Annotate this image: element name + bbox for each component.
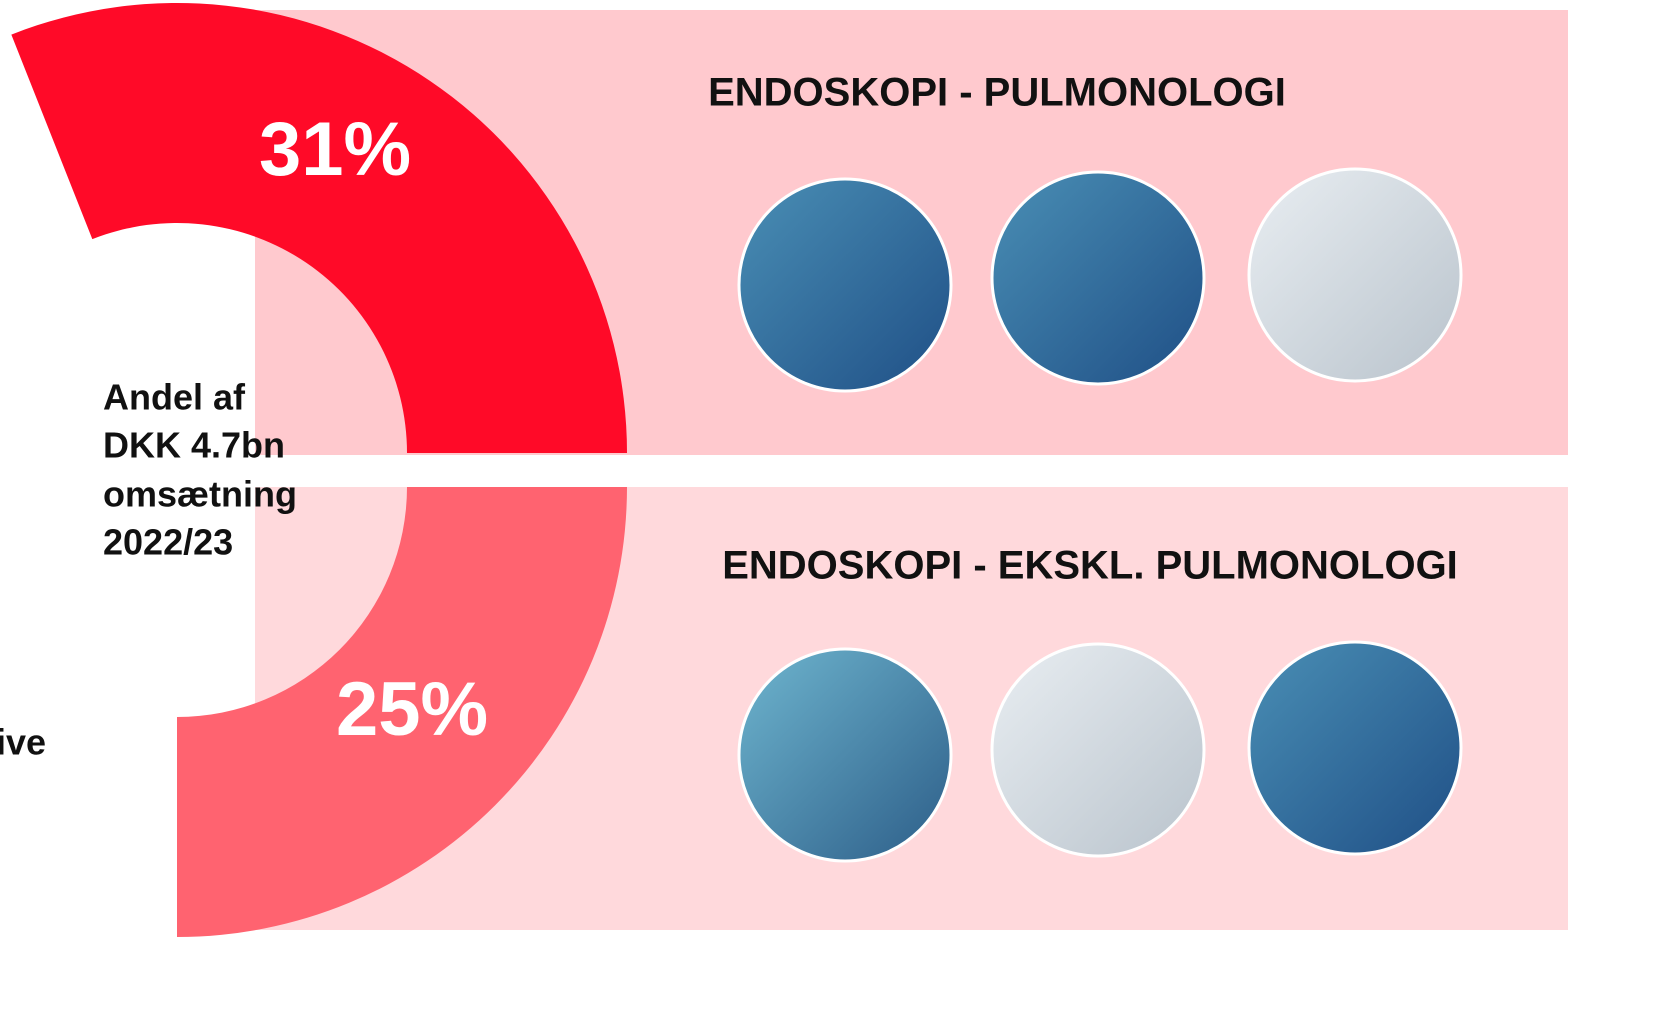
center-text: 2022/23	[103, 522, 233, 563]
annotation: ive	[0, 722, 46, 763]
center-text: Andel af	[103, 377, 246, 418]
center-text: omsætning	[103, 474, 297, 515]
donut-segment	[177, 487, 627, 937]
photo	[990, 170, 1206, 386]
value-label: 25%	[336, 667, 488, 752]
donut	[11, 2, 628, 937]
photo	[737, 647, 953, 863]
photo	[1247, 167, 1463, 383]
photo	[1247, 640, 1463, 856]
photo	[990, 642, 1206, 858]
donut-segment	[11, 2, 628, 453]
center-text: DKK 4.7bn	[103, 425, 285, 466]
panel-title: ENDOSKOPI - EKSKL. PULMONOLOGI	[722, 544, 1458, 588]
photos	[737, 167, 1463, 863]
panel-title: ENDOSKOPI - PULMONOLOGI	[708, 71, 1286, 115]
value-label: 31%	[259, 107, 411, 192]
photo	[737, 177, 953, 393]
